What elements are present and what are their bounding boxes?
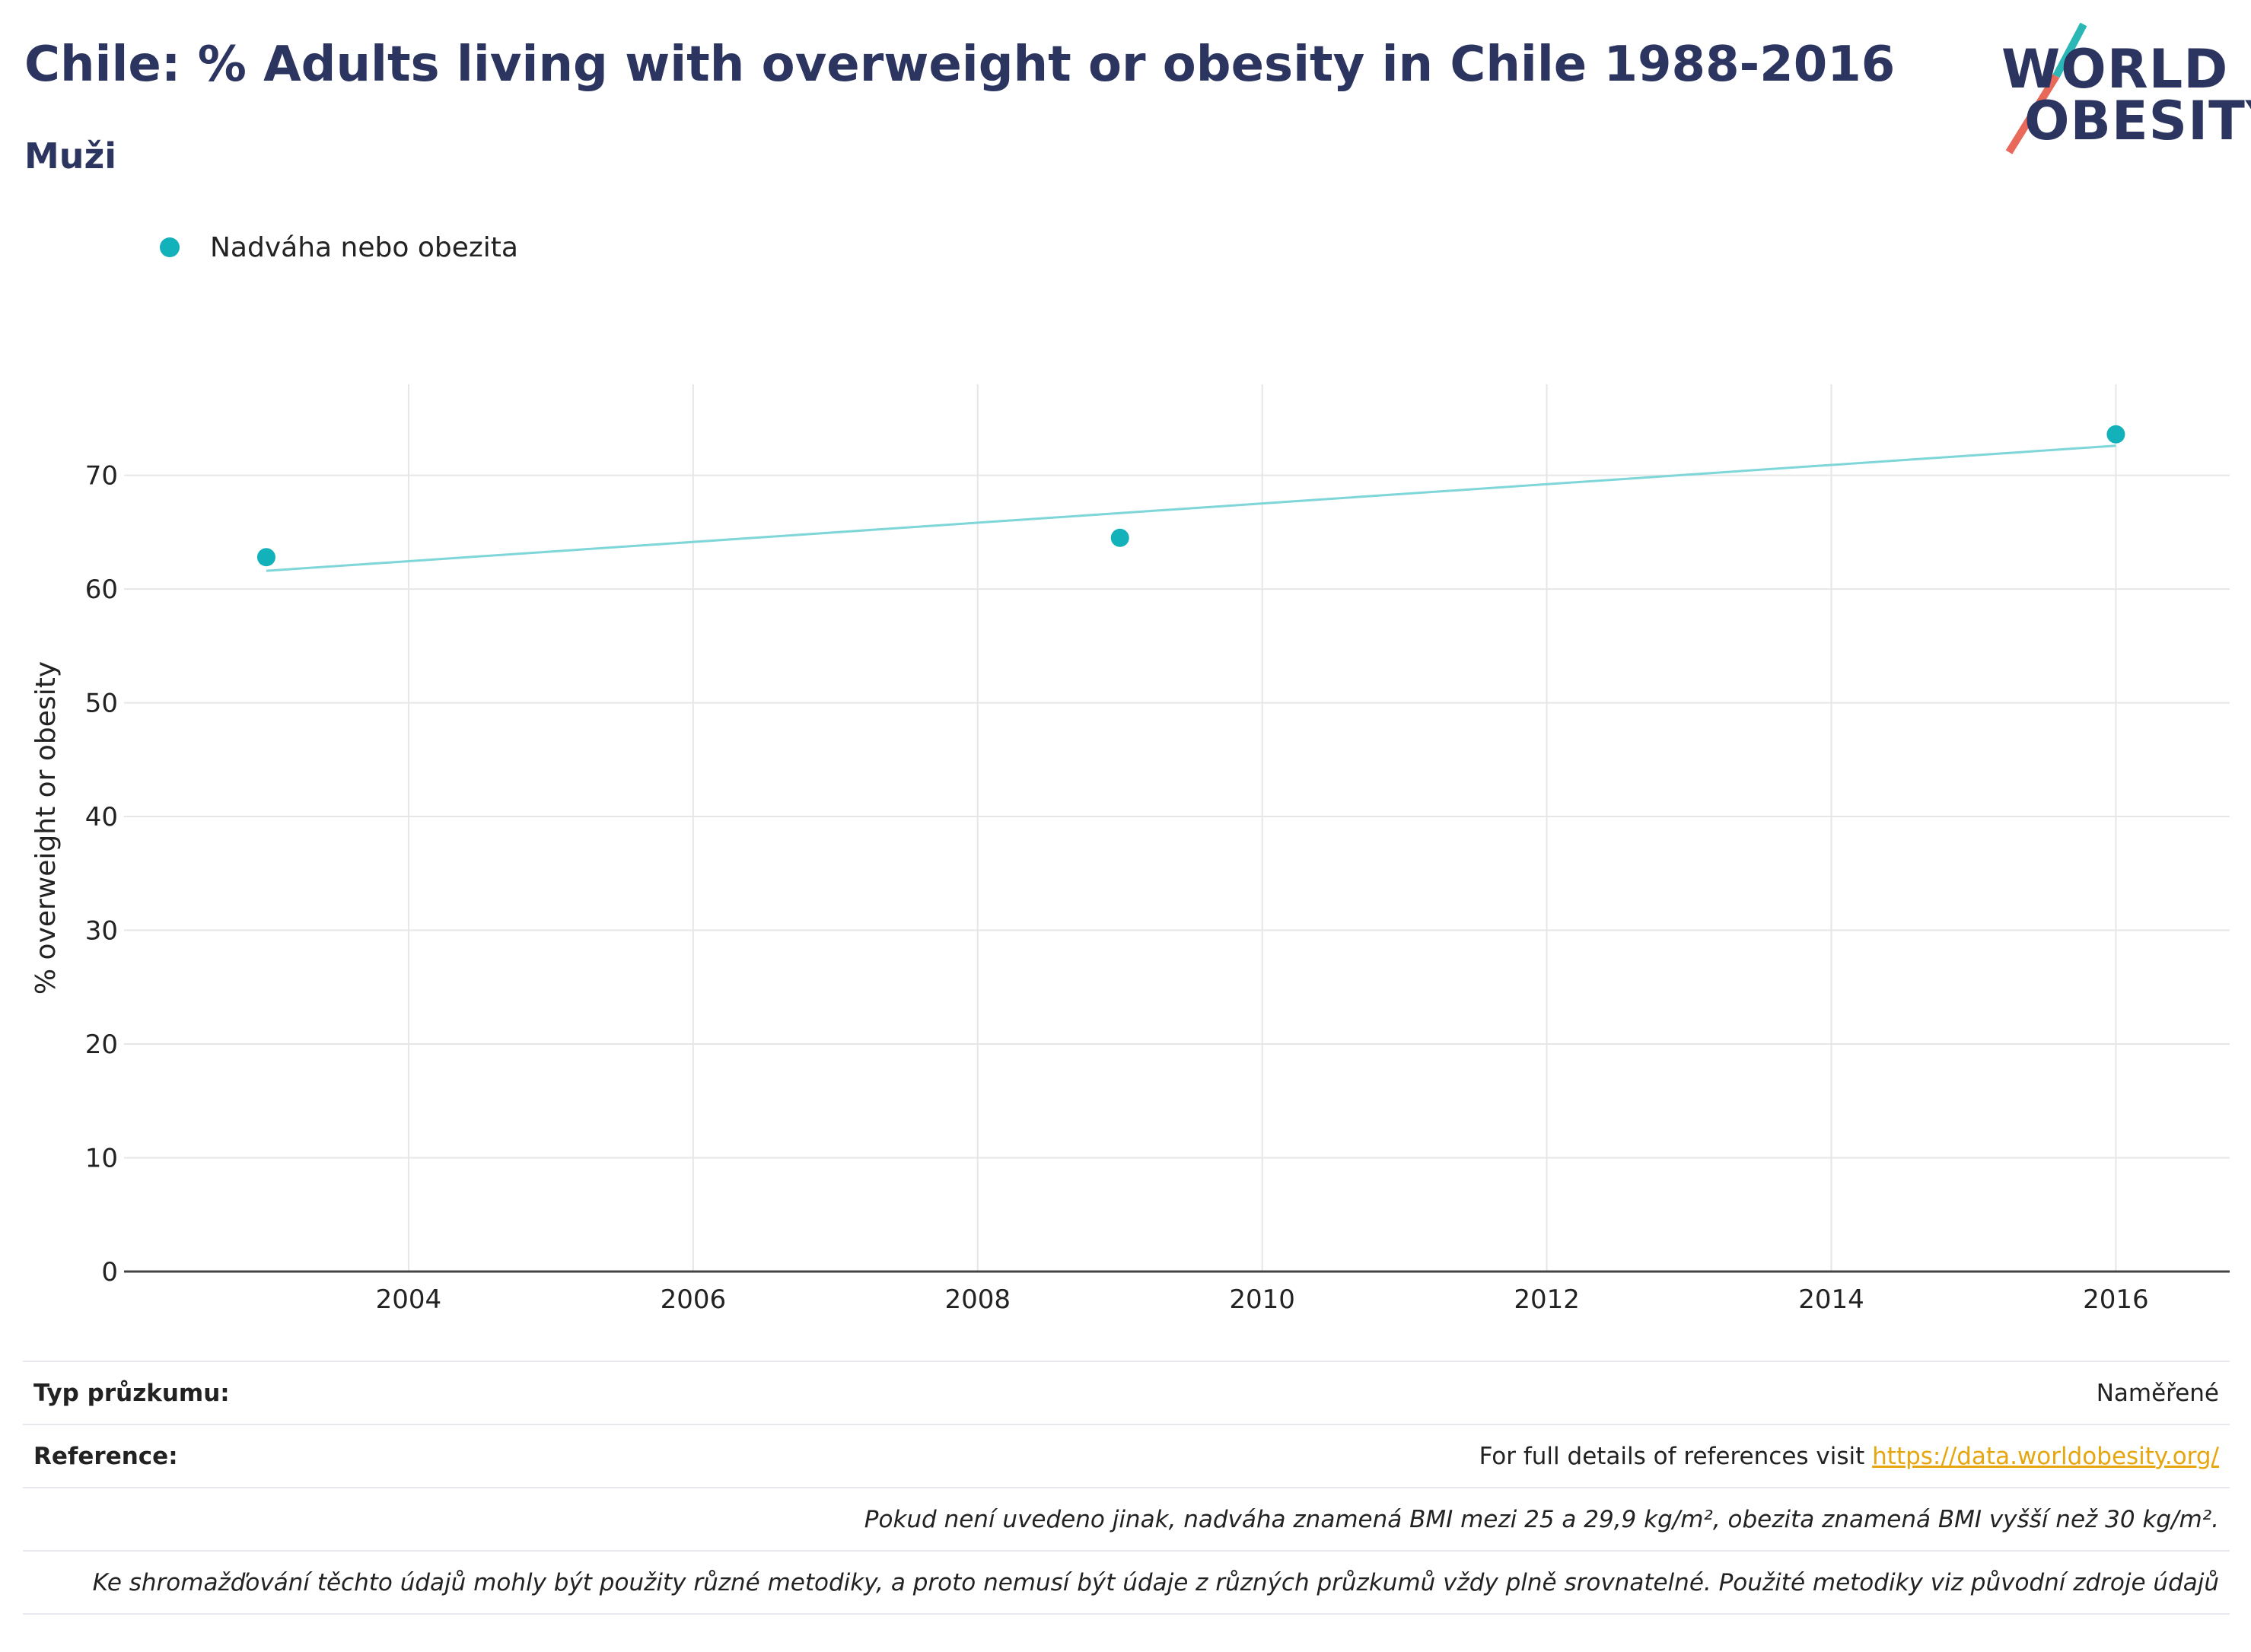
y-tick-label: 30 (85, 916, 118, 947)
survey-type-value: Naměřené (2096, 1379, 2219, 1407)
scatter-chart: 0 10 20 30 40 50 60 70 2004 2006 2008 2010 2012 2014 2… (30, 384, 2230, 1315)
definition-note-row: Pokud není uvedeno jinak, nadváha znamen… (23, 1487, 2230, 1550)
reference-link[interactable]: https://data.worldobesity.org/ (1872, 1442, 2219, 1470)
info-table: Typ průzkumu: Naměřené Reference: For fu… (23, 1361, 2230, 1615)
x-tick-label: 2012 (1514, 1284, 1580, 1315)
chart-subtitle: Muži (24, 135, 117, 177)
logo-slash-icon (2005, 23, 2087, 154)
reference-row: Reference: For full details of reference… (23, 1424, 2230, 1487)
y-tick-label: 20 (85, 1030, 118, 1060)
logo-word-world: WORLD (2001, 38, 2229, 100)
data-point (2106, 425, 2125, 444)
x-tick-label: 2008 (944, 1284, 1011, 1315)
x-tick-label: 2006 (661, 1284, 727, 1315)
methodology-note-row: Ke shromažďování těchto údajů mohly být … (23, 1550, 2230, 1615)
x-tick-label: 2004 (376, 1284, 442, 1315)
legend-marker (160, 237, 180, 257)
x-tick-label: 2010 (1229, 1284, 1295, 1315)
legend-label: Nadváha nebo obezita (210, 231, 518, 263)
y-tick-label: 50 (85, 689, 118, 719)
methodology-note: Ke shromažďování těchto údajů mohly být … (92, 1568, 2219, 1596)
data-point (1110, 528, 1129, 547)
y-tick-label: 40 (85, 802, 118, 832)
x-tick-label: 2016 (2083, 1284, 2149, 1315)
world-obesity-logo: WORLD OBESITY (1994, 23, 2251, 160)
y-tick-label: 10 (85, 1144, 118, 1174)
survey-type-row: Typ průzkumu: Naměřené (23, 1361, 2230, 1424)
trend-line (266, 444, 2116, 572)
y-tick-label: 0 (101, 1257, 118, 1288)
y-axis-title: % overweight or obesity (30, 661, 62, 995)
definition-note: Pokud není uvedeno jinak, nadváha znamen… (864, 1505, 2219, 1533)
chart-title: Chile: % Adults living with overweight o… (24, 37, 1896, 93)
y-tick-label: 70 (85, 461, 118, 492)
x-tick-label: 2014 (1798, 1284, 1864, 1315)
reference-value: For full details of references visit htt… (1479, 1443, 2219, 1470)
reference-label: Reference: (33, 1442, 178, 1470)
reference-text: For full details of references visit (1479, 1442, 1873, 1470)
y-tick-label: 60 (85, 575, 118, 605)
legend[interactable]: Nadváha nebo obezita (160, 228, 518, 266)
data-point (256, 548, 275, 567)
logo-word-obesity: OBESITY (2024, 90, 2251, 152)
survey-type-label: Typ průzkumu: (33, 1379, 230, 1407)
